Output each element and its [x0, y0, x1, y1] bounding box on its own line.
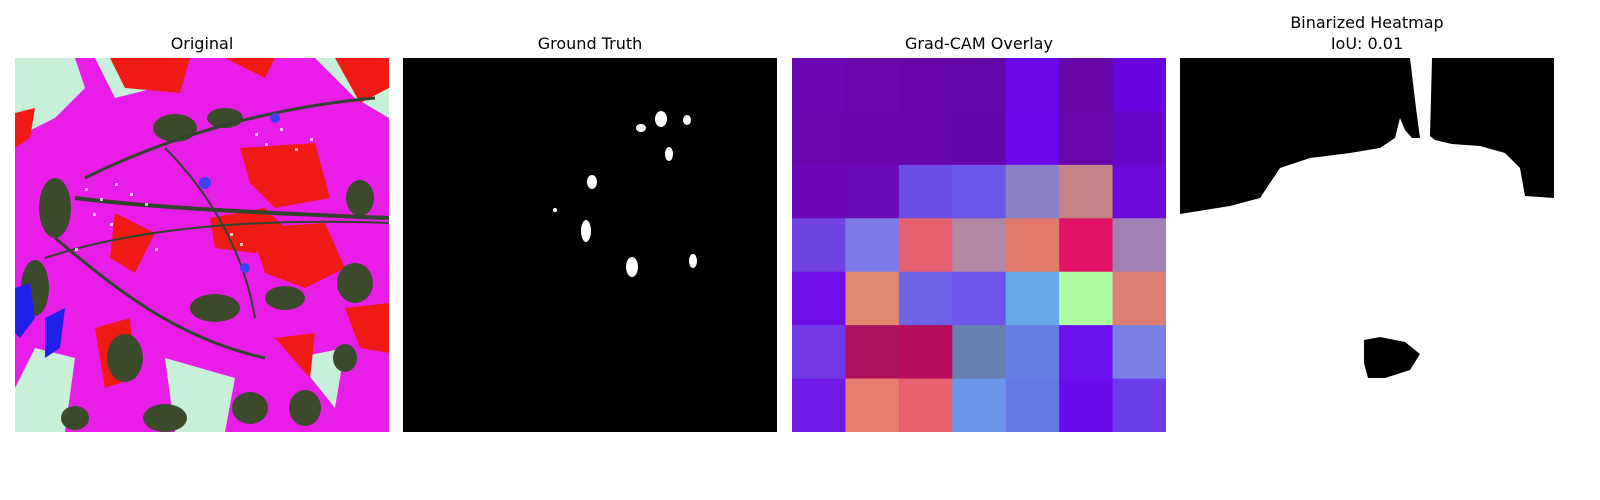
original-image [15, 58, 389, 432]
gradcam-cell [898, 58, 953, 112]
gradcam-cell [1112, 218, 1166, 273]
gradcam-cell [792, 271, 846, 326]
gradcam-cell [1112, 111, 1166, 166]
gradcam-cell [845, 325, 900, 380]
gradcam-cell [1005, 58, 1060, 112]
gradcam-cell [898, 111, 953, 166]
gradcam-cell [1112, 271, 1166, 326]
gradcam-cell [952, 271, 1007, 326]
gradcam-cell [1005, 111, 1060, 166]
ground-truth-mask [403, 58, 777, 432]
gradcam-cell [1112, 58, 1166, 112]
gradcam-cell [845, 378, 900, 432]
gradcam-cell [845, 164, 900, 219]
original-title: Original [170, 34, 234, 53]
binarized-heatmap [1180, 58, 1554, 432]
gradcam-cell [792, 58, 846, 112]
binarized-heatmap-title: Binarized Heatmap [1290, 13, 1444, 32]
gradcam-cell [845, 218, 900, 273]
gradcam-cell [898, 325, 953, 380]
gradcam-cell [792, 378, 846, 432]
gradcam-cell [1005, 271, 1060, 326]
gradcam-cell [952, 218, 1007, 273]
gradcam-cell [1059, 58, 1114, 112]
gradcam-cell [845, 58, 900, 112]
gradcam-cell [1112, 378, 1166, 432]
gradcam-cell [898, 218, 953, 273]
gradcam-cell [792, 218, 846, 273]
gradcam-cell [952, 111, 1007, 166]
iou-subtitle: IoU: 0.01 [1330, 34, 1404, 53]
gradcam-cell [1005, 378, 1060, 432]
gradcam-cell [792, 111, 846, 166]
gradcam-overlay-title: Grad-CAM Overlay [905, 34, 1053, 53]
gradcam-cell [1059, 218, 1114, 273]
gradcam-cell [952, 58, 1007, 112]
gradcam-cell [1059, 111, 1114, 166]
gradcam-cell [898, 378, 953, 432]
gradcam-cell [898, 164, 953, 219]
ground-truth-title: Ground Truth [537, 34, 643, 53]
gradcam-cell [1005, 218, 1060, 273]
gradcam-cell [792, 325, 846, 380]
gradcam-overlay [792, 58, 1166, 432]
gradcam-cell [845, 111, 900, 166]
gradcam-cell [1059, 325, 1114, 380]
gradcam-cell [1005, 164, 1060, 219]
gradcam-cell [1059, 164, 1114, 219]
gradcam-cell [952, 325, 1007, 380]
gradcam-cell [952, 378, 1007, 432]
gradcam-cell [1059, 378, 1114, 432]
gradcam-cell [898, 271, 953, 326]
gradcam-cell [1059, 271, 1114, 326]
gradcam-cell [1005, 325, 1060, 380]
gradcam-cell [845, 271, 900, 326]
gradcam-cell [1112, 325, 1166, 380]
gradcam-cell [1112, 164, 1166, 219]
gradcam-cell [792, 164, 846, 219]
gradcam-cell [952, 164, 1007, 219]
